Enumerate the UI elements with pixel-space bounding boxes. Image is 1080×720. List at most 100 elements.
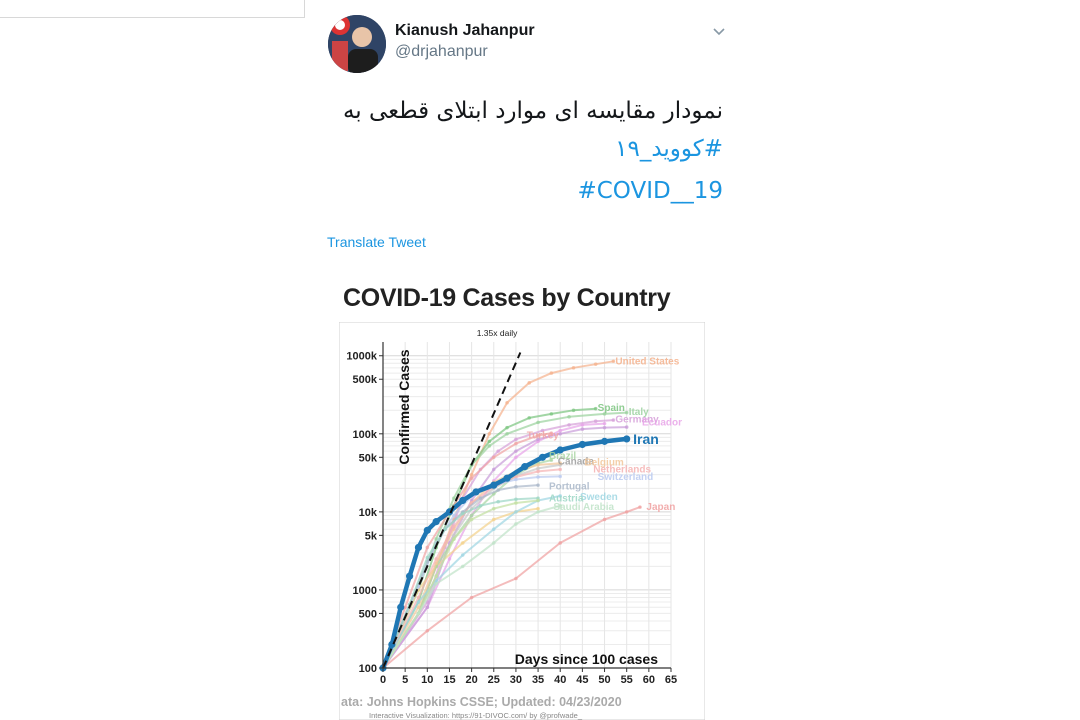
data-point-united-states — [593, 362, 598, 366]
data-point-italy — [602, 412, 607, 416]
hashtag-link-en[interactable]: #COVID__19 — [577, 178, 723, 204]
data-point-belgium — [536, 463, 540, 467]
data-point-austria — [496, 499, 500, 504]
data-point-belgium — [558, 461, 563, 466]
data-point-austria — [514, 497, 518, 502]
data-point-netherlands — [452, 524, 456, 529]
series-label-netherlands: Netherlands — [593, 464, 651, 475]
data-point-iran — [414, 543, 423, 552]
data-point-iran — [600, 437, 609, 445]
y-tick-label: 10k — [359, 507, 378, 519]
data-point-france — [602, 425, 607, 430]
reference-line-label: 1.35x daily — [477, 328, 518, 338]
data-point-austria — [425, 555, 430, 560]
data-point-netherlands — [434, 557, 438, 561]
series-label-turkey: Turkey — [527, 431, 559, 442]
data-point-portugal — [536, 483, 540, 487]
data-point-japan — [602, 517, 607, 522]
avatar-image — [328, 15, 386, 73]
data-point-france — [514, 449, 518, 453]
data-point-united-states — [611, 359, 616, 364]
chart-image[interactable]: 1.35x daily United States Spain ItalyGerma… — [339, 322, 705, 720]
data-point-sweden — [491, 527, 496, 531]
data-point-sweden — [416, 600, 421, 604]
data-point-iran — [459, 496, 467, 505]
data-point-iran — [423, 526, 431, 534]
data-point-spain — [549, 412, 554, 416]
x-tick-label: 60 — [643, 674, 655, 686]
tweet-card: Kianush Jahanpur @drjahanpur نمودار مقای… — [305, 0, 745, 720]
series-label-sweden: Sweden — [580, 492, 618, 503]
y-tick-label: 500k — [353, 374, 378, 386]
x-tick-label: 50 — [598, 674, 610, 686]
hashtag-link-fa[interactable]: #کووید_۱۹ — [615, 136, 723, 162]
data-point-united-states — [505, 400, 509, 405]
data-point-iran — [432, 518, 440, 526]
data-point-ecuador — [536, 506, 540, 511]
data-point-united-kingdom — [602, 421, 607, 426]
data-point-israel — [434, 574, 438, 578]
data-point-france — [558, 432, 563, 436]
y-tick-label: 100 — [359, 663, 377, 675]
series-label-switzerland: Switzerland — [598, 472, 654, 483]
data-point-france — [536, 437, 540, 442]
data-point-switzerland — [452, 513, 456, 518]
data-point-switzerland — [514, 477, 518, 482]
data-point-sweden — [558, 494, 563, 498]
author-name[interactable]: Kianush Jahanpur — [395, 22, 535, 39]
data-point-turkey — [403, 605, 407, 610]
data-point-united-kingdom — [447, 557, 452, 561]
series-label-japan: Japan — [646, 502, 675, 513]
data-point-united-kingdom — [558, 428, 563, 433]
data-point-netherlands — [514, 475, 518, 479]
data-point-netherlands — [416, 595, 421, 600]
x-tick-label: 40 — [554, 674, 566, 686]
credit-text: Interactive Visualization: https://91-DI… — [369, 711, 583, 720]
data-point-japan — [514, 576, 518, 581]
x-tick-label: 35 — [532, 674, 544, 686]
data-point-turkey — [491, 455, 496, 460]
data-point-saudi-arabia — [491, 541, 496, 545]
data-point-spain — [527, 416, 532, 420]
data-point-saudi-arabia — [434, 581, 438, 586]
x-tick-label: 0 — [380, 674, 386, 686]
series-label-germany: Germany — [615, 415, 659, 426]
data-point-united-states — [487, 432, 492, 436]
data-point-iran — [503, 474, 511, 482]
data-point-germany — [593, 419, 598, 424]
chart-axes: 100 500 1000 5k 10k 50k 100k 500k 1000k 0 5 10 15 20 2… — [346, 342, 677, 686]
series-label-belgium: Belgium — [584, 457, 624, 468]
data-point-turkey — [469, 476, 474, 480]
data-point-japan — [558, 541, 563, 545]
data-point-brazil — [549, 458, 554, 462]
x-tick-label: 30 — [510, 674, 522, 686]
series-label-italy: Italy — [629, 407, 649, 418]
data-point-japan — [638, 505, 642, 509]
data-point-germany — [611, 418, 616, 422]
data-point-united-states — [571, 366, 576, 370]
data-point-italy — [505, 432, 509, 436]
data-point-italy — [624, 410, 629, 415]
y-tick-label: 50k — [359, 452, 378, 464]
series-line-sweden — [382, 494, 562, 669]
data-point-france — [624, 425, 629, 429]
translate-tweet-link[interactable]: Translate Tweet — [327, 234, 426, 250]
data-point-sweden — [460, 553, 465, 557]
data-point-israel — [491, 506, 496, 511]
data-point-germany — [496, 449, 500, 453]
data-point-iran — [623, 435, 631, 443]
data-point-spain — [593, 406, 598, 411]
chevron-down-icon[interactable] — [710, 22, 728, 40]
chart-title: COVID-19 Cases by Country — [343, 284, 671, 312]
data-point-israel — [469, 517, 474, 522]
avatar[interactable] — [328, 15, 386, 73]
data-point-turkey — [536, 433, 540, 438]
data-point-israel — [514, 501, 518, 505]
data-point-canada — [536, 466, 540, 471]
data-point-turkey — [514, 441, 518, 446]
author-handle[interactable]: @drjahanpur — [395, 43, 488, 60]
data-point-saudi-arabia — [514, 522, 518, 526]
data-point-united-states — [469, 472, 474, 477]
data-point-brazil — [469, 513, 474, 518]
